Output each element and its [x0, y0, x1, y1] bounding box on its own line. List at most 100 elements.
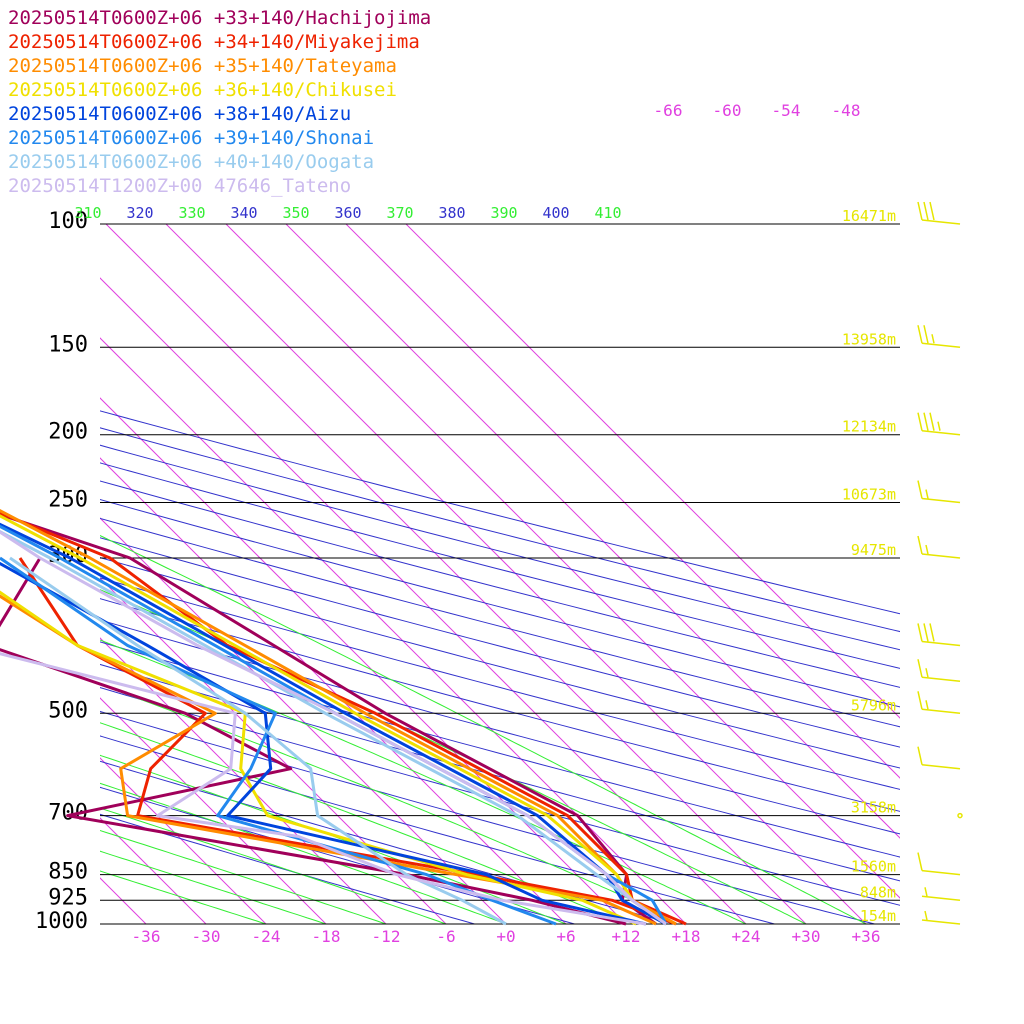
temperature-tick-label: -18: [312, 927, 341, 946]
wind-barb: [917, 659, 961, 682]
temperature-line: [0, 522, 667, 926]
dewpoint-line: [0, 561, 647, 926]
isotherm-line: [100, 757, 267, 924]
isotherm-line: [225, 224, 900, 899]
theta-labels: 310 320 330 340 350 360 370 380 390 400 410: [74, 204, 621, 222]
height-label: 5796m: [851, 696, 896, 714]
temperature-line: [0, 530, 667, 926]
wind-barbs: [917, 201, 963, 925]
dry-adiabat-line: [100, 557, 900, 769]
wind-barb: [917, 412, 961, 436]
sounding-series: [0, 522, 667, 926]
pressure-label: 200: [48, 420, 88, 445]
temperature-tick-label: -6: [436, 927, 455, 946]
sounding-series: [0, 530, 667, 926]
isotherm-line: [100, 457, 567, 924]
wind-barb: [917, 623, 961, 647]
temperature-tick-label: +24: [732, 927, 761, 946]
dewpoint-line: [9, 556, 507, 926]
temperature-tick-label: -12: [372, 927, 401, 946]
theta-label: 380: [438, 204, 465, 222]
theta-label: 340: [230, 204, 257, 222]
theta-label: 370: [386, 204, 413, 222]
isotherm-line: [345, 224, 900, 779]
wind-barb: [917, 746, 961, 770]
dry-adiabat-line: [100, 641, 900, 858]
isotherm-line: [100, 577, 447, 924]
isotherm-line: [100, 277, 747, 924]
legend-entry: 20250514T0600Z+06 +39+140/Shonai: [8, 127, 375, 149]
wind-barb: [917, 480, 961, 504]
isotherm-line: [100, 637, 387, 924]
dewpoint-line: [0, 652, 647, 926]
moist-adiabat-line: [100, 683, 687, 924]
legend: 20250514T0600Z+06 +33+140/Hachijojima 202…: [8, 6, 431, 198]
temperature-tick-label: -30: [192, 927, 221, 946]
sounding-series: [0, 530, 667, 926]
temperature-line: [0, 530, 667, 926]
wind-barb: [917, 325, 961, 349]
isotherm-line: [105, 224, 807, 924]
temperature-tick-label: +30: [792, 927, 821, 946]
pressure-label: 100: [48, 209, 88, 234]
dewpoint-line: [0, 594, 657, 926]
legend-entry: 20250514T0600Z+06 +34+140/Miyakejima: [8, 31, 420, 53]
legend-entry: 20250514T0600Z+06 +36+140/Chikusei: [8, 79, 397, 101]
wind-barb: [957, 812, 963, 819]
dewpoint-line: [0, 590, 637, 926]
height-label: 3158m: [851, 799, 896, 817]
upper-isotherm-label: -48: [832, 101, 861, 120]
theta-label: 310: [74, 204, 101, 222]
height-label: 13958m: [842, 330, 896, 348]
wind-barb: [921, 887, 961, 902]
height-label: 16471m: [842, 207, 896, 225]
dewpoint-line: [0, 557, 627, 926]
wind-barb: [917, 852, 961, 876]
dry-adiabat-line: [100, 619, 900, 835]
temperature-line: [0, 512, 657, 926]
pressure-label: 250: [48, 488, 88, 513]
temperature-tick-label: +18: [672, 927, 701, 946]
height-labels: 16471m 13958m 12134m 10673m 9475m 5796m 3158m 1…: [842, 207, 896, 925]
wind-barb: [921, 910, 961, 925]
height-label: 9475m: [851, 541, 896, 559]
isotherm-line: [100, 337, 687, 924]
height-label: 1560m: [851, 858, 896, 876]
theta-label: 360: [334, 204, 361, 222]
legend-entry: 20250514T0600Z+06 +35+140/Tateyama: [8, 55, 397, 77]
upper-isotherm-label: -54: [772, 101, 801, 120]
legend-entry: 20250514T0600Z+06 +33+140/Hachijojima: [8, 7, 432, 29]
theta-label: 330: [178, 204, 205, 222]
sounding-series: [0, 512, 657, 926]
height-label: 154m: [860, 907, 896, 925]
dry-adiabat-line: [100, 598, 900, 812]
isotherm-line: [165, 224, 867, 924]
pressure-label: 925: [48, 885, 88, 910]
pressure-label: 500: [48, 698, 88, 723]
dry-adiabat-line: [100, 537, 900, 748]
wind-barb: [917, 201, 961, 225]
upper-isotherm-label: -60: [713, 101, 742, 120]
pressure-label: 850: [48, 860, 88, 885]
dry-adiabat-line: [100, 577, 900, 790]
sounding-profiles: [0, 508, 687, 926]
upper-isotherm-label: -66: [654, 101, 683, 120]
isotherm-line: [100, 697, 327, 924]
theta-label: 400: [542, 204, 569, 222]
temperature-line: [0, 524, 668, 925]
theta-label: 390: [490, 204, 517, 222]
pressure-label: 150: [48, 332, 88, 357]
theta-label: 410: [594, 204, 621, 222]
legend-entry: 20250514T1200Z+00 47646_Tateno: [8, 175, 352, 197]
legend-entry: 20250514T0600Z+06 +40+140/Oogata: [8, 151, 375, 173]
isotherm-line: [405, 224, 900, 719]
pressure-lines: [100, 223, 900, 925]
temperature-tick-label: +6: [556, 927, 575, 946]
isotherm-line: [285, 224, 900, 839]
theta-label: 350: [282, 204, 309, 222]
theta-label: 320: [126, 204, 153, 222]
temperature-tick-labels: -36 -30 -24 -18 -12 -6 +0 +6 +12 +18 +24 +30 +36: [132, 927, 881, 946]
temperature-tick-label: +0: [496, 927, 515, 946]
height-label: 10673m: [842, 486, 896, 504]
